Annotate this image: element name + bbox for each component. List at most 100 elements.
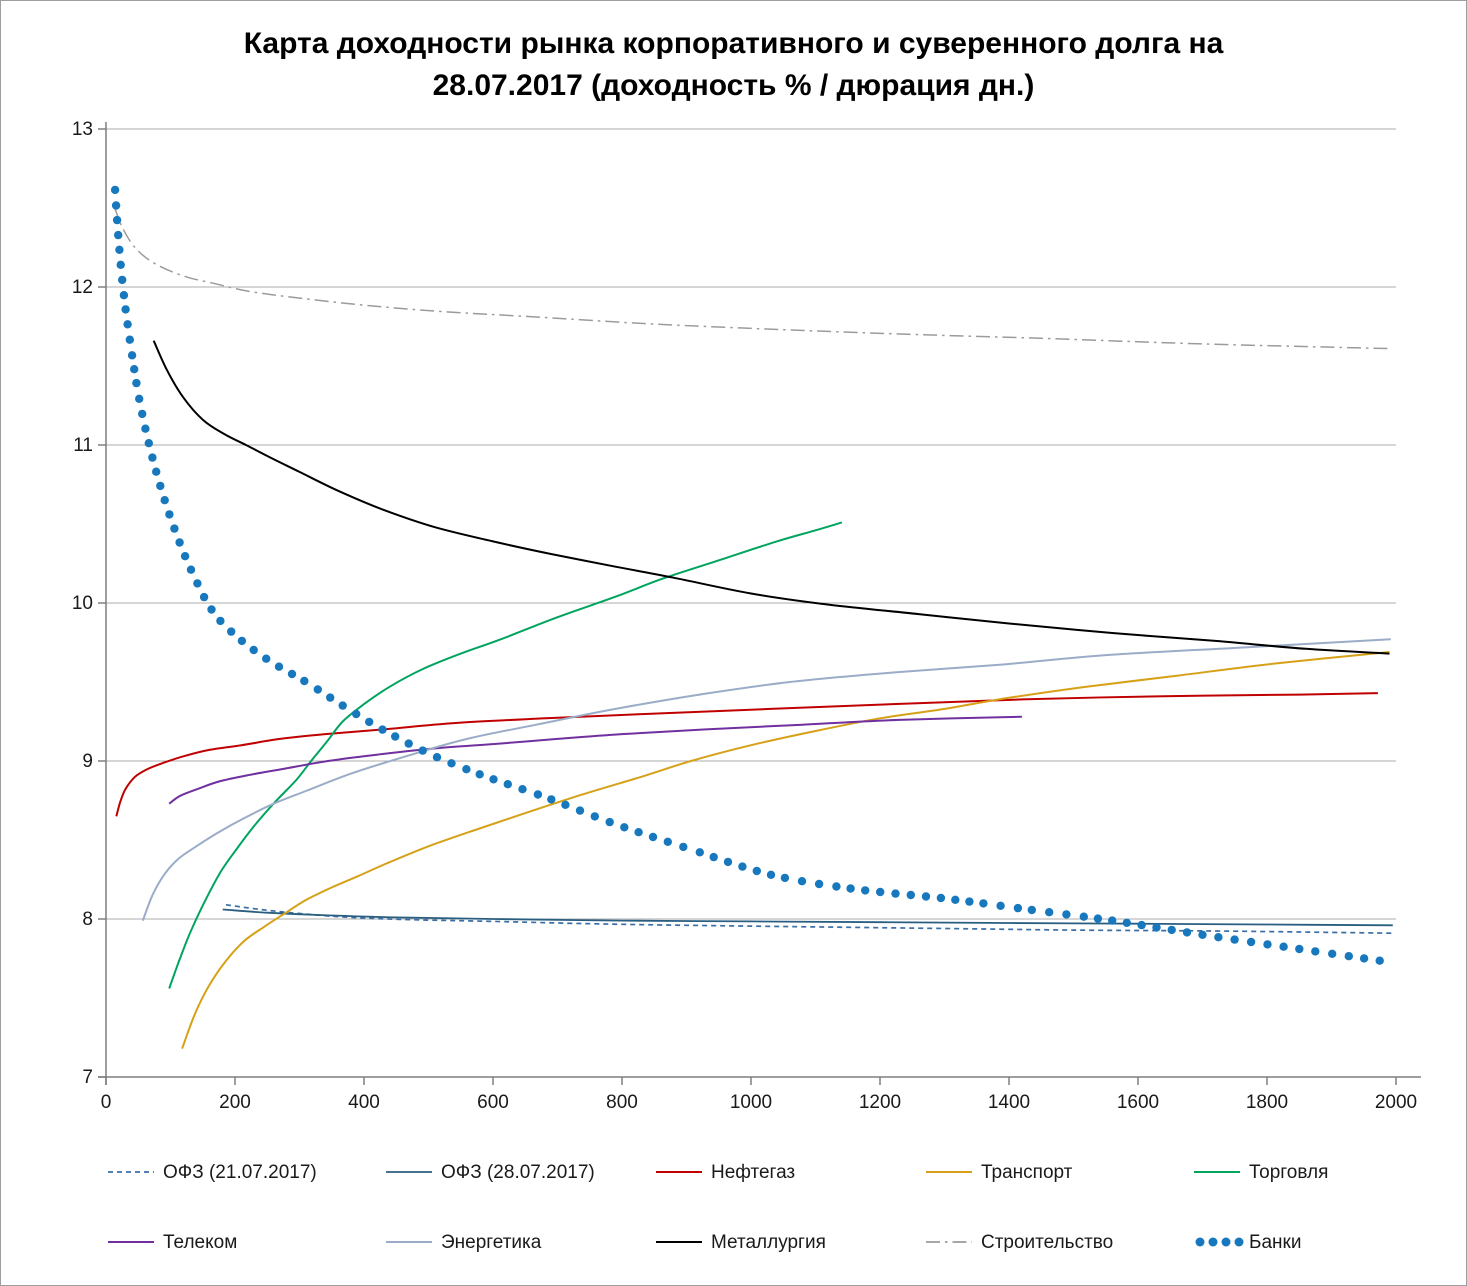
series-dot [338, 701, 347, 710]
gridlines [106, 128, 1396, 920]
legend: ОФЗ (21.07.2017) ОФЗ (28.07.2017) Нефтегаз… [108, 1162, 1328, 1253]
series-dot [503, 780, 512, 789]
series-dot [590, 812, 599, 821]
series-dot [237, 636, 247, 646]
series-dot [1013, 903, 1023, 913]
series-dot [216, 616, 225, 626]
series-dot [378, 725, 387, 734]
series-dot [175, 538, 184, 547]
series-dot [695, 848, 704, 857]
series-dot [180, 552, 190, 561]
series-dot [165, 510, 174, 519]
series-dot [1108, 916, 1117, 925]
series-dot [432, 753, 442, 762]
x-tick-label-1600: 1600 [1117, 1092, 1159, 1113]
legend-item-ofz-28-07: ОФЗ (28.07.2017) [386, 1162, 595, 1183]
series-dot [738, 862, 747, 871]
series-dot [391, 732, 400, 741]
series-dot [123, 320, 132, 329]
series-dot [679, 842, 688, 852]
series-dot [605, 817, 614, 827]
legend-item-stroitelstvo: Строительство [926, 1232, 1113, 1253]
series-dot [1027, 905, 1037, 915]
x-tick-label-1000: 1000 [730, 1092, 772, 1113]
series-dot [951, 895, 960, 904]
series-dot [160, 496, 169, 505]
series-dot [115, 245, 124, 254]
series-dot [1311, 947, 1320, 956]
series-dot [766, 870, 776, 879]
series-dot [752, 866, 761, 876]
series-dot [1182, 928, 1192, 937]
series-dot [207, 605, 216, 614]
series-line-metallurgiya [152, 340, 1390, 655]
series-neftegaz [115, 692, 1378, 817]
series-dot [518, 785, 527, 794]
series-dot [313, 685, 322, 694]
series-dot [1198, 930, 1207, 939]
series-dot [144, 439, 153, 448]
legend-item-banki: Банки [1195, 1232, 1301, 1253]
x-tick-label-1400: 1400 [988, 1092, 1030, 1113]
series-dot [199, 592, 209, 602]
legend-label-transport: Транспорт [981, 1162, 1073, 1183]
legend-dot [1195, 1237, 1205, 1247]
series-dot [634, 828, 643, 837]
series-dot [1279, 942, 1288, 951]
series-ofz-28-07 [222, 908, 1393, 927]
series-dot [418, 746, 427, 755]
series-dot [156, 481, 165, 491]
x-tick-label-200: 200 [219, 1092, 251, 1113]
x-tick-label-800: 800 [606, 1092, 638, 1113]
series-dot [709, 852, 718, 862]
series-dot [1230, 935, 1239, 944]
series-dot [1295, 944, 1304, 954]
series-line-stroitelstvo [112, 204, 1390, 350]
series-energetika [141, 638, 1391, 921]
series-dot [1263, 940, 1272, 949]
series-dot [249, 645, 258, 655]
series-ofz-21-07 [225, 903, 1393, 935]
series-dot [138, 409, 147, 419]
legend-dot [1221, 1237, 1231, 1247]
x-tick-label-1800: 1800 [1246, 1092, 1288, 1113]
legend-dot [1234, 1237, 1244, 1247]
series-dot [1214, 933, 1223, 942]
series-dot [287, 669, 297, 679]
series-dot [1137, 920, 1146, 930]
series-line-transport [181, 651, 1390, 1049]
legend-label-stroitelstvo: Строительство [981, 1232, 1113, 1253]
series-dot [906, 890, 915, 900]
y-tick-label-9: 9 [82, 751, 93, 772]
series-torgovlya [168, 521, 843, 989]
series-dot [475, 770, 484, 779]
x-tick-label-600: 600 [477, 1092, 509, 1113]
y-tick-label-13: 13 [72, 119, 93, 140]
series-dot [132, 378, 141, 388]
series-dot [861, 886, 870, 895]
axes: 7 8 9 10 11 12 13 0 200 400 600 800 1000 1200 1400 1600… [72, 119, 1421, 1113]
series-dot [1246, 937, 1256, 947]
series-dot [447, 759, 456, 768]
series-dot [112, 215, 122, 225]
legend-label-telekom: Телеком [163, 1232, 237, 1253]
series-dot [533, 790, 543, 799]
series-dot [561, 800, 570, 809]
series-dot [846, 884, 855, 893]
series-dot [227, 627, 236, 636]
series-dot [965, 897, 974, 906]
series-dot [723, 857, 733, 867]
series-dot [1328, 949, 1337, 958]
series-line-energetika [141, 638, 1391, 921]
series-dot [193, 579, 202, 588]
legend-item-neftegaz: Нефтегаз [656, 1162, 795, 1183]
legend-item-transport: Транспорт [926, 1162, 1073, 1183]
chart-title-line-2: 28.07.2017 (доходность % / дюрация дн.) [432, 69, 1035, 102]
x-tick-label-0: 0 [101, 1092, 112, 1113]
series-dot [462, 765, 471, 774]
x-tick-label-2000: 2000 [1375, 1092, 1417, 1113]
series-dot [300, 676, 309, 686]
legend-item-metallurgiya: Металлургия [656, 1232, 826, 1253]
